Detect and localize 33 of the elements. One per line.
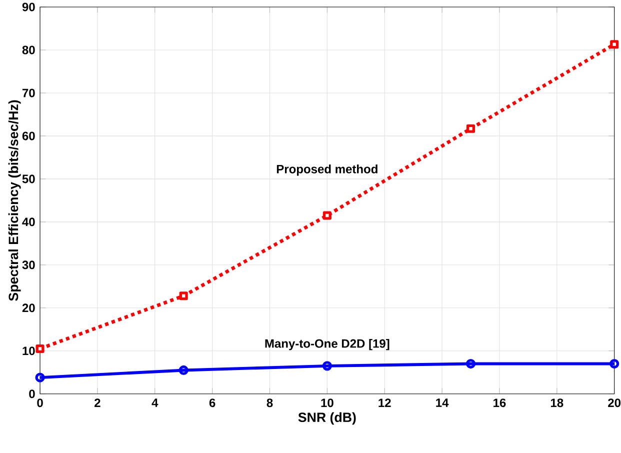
x-tick-label: 18 (550, 398, 564, 408)
y-tick-label: 70 (22, 88, 35, 98)
point (610, 40, 619, 49)
x-tick-label: 14 (436, 398, 449, 408)
x-tick-label: 4 (152, 398, 158, 408)
point (322, 361, 332, 371)
series-label: Many-to-One D2D [19] (265, 339, 390, 350)
point (466, 359, 476, 369)
point (322, 211, 332, 220)
point (179, 292, 188, 300)
point (36, 344, 44, 354)
y-tick-label: 50 (22, 174, 35, 184)
x-tick-label: 8 (266, 398, 273, 408)
y-tick-label: 80 (22, 46, 35, 54)
y-tick-label: 10 (22, 346, 35, 356)
point (466, 124, 476, 134)
y-tick-label: 0 (29, 390, 35, 398)
x-tick-label: 2 (94, 398, 100, 408)
y-tick-label: 60 (22, 132, 35, 140)
x-tick-label: 20 (608, 398, 621, 408)
x-tick-label: 12 (378, 398, 391, 408)
x-axis-title: SNR (dB) (298, 412, 356, 425)
y-tick-label: 30 (22, 260, 35, 270)
x-tick-label: 16 (494, 398, 506, 408)
point (178, 366, 188, 376)
x-tick-label: 10 (321, 398, 334, 408)
x-tick-label: 6 (209, 398, 216, 408)
y-axis-title: Spectral Efficiency (bits/sec/Hz) (8, 100, 21, 302)
x-tick-label: 0 (37, 398, 43, 408)
y-tick-label: 40 (22, 218, 35, 226)
series-label: Proposed method (276, 164, 378, 176)
y-tick-label: 90 (22, 2, 35, 12)
y-tick-label: 20 (22, 304, 35, 312)
